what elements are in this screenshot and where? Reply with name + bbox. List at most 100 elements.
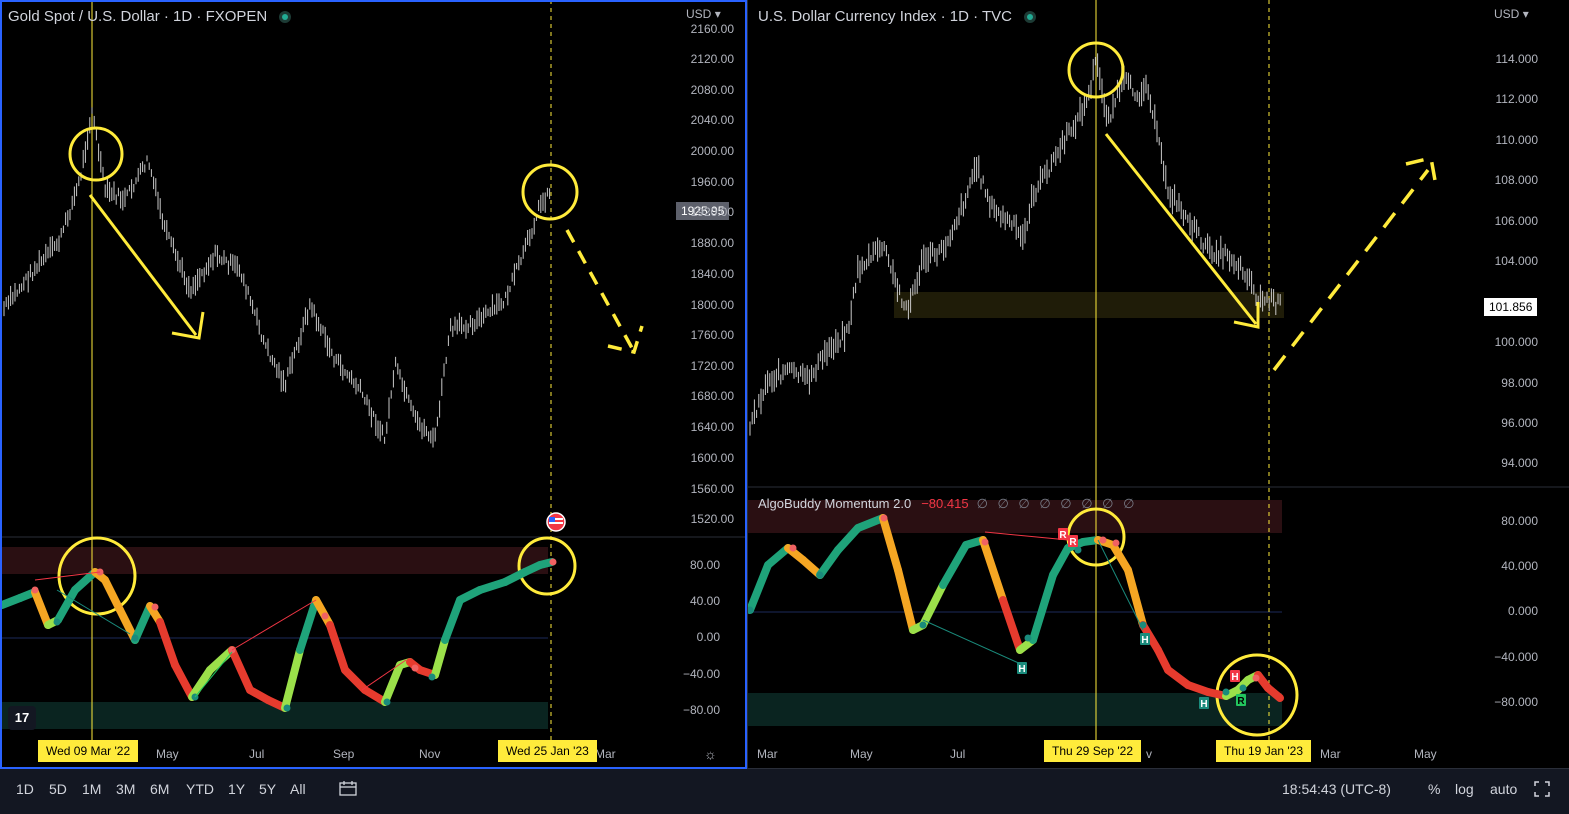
- currency-label: USD: [686, 7, 712, 21]
- price-tick-label: 100.000: [1494, 335, 1538, 349]
- timeframe-button[interactable]: YTD: [186, 781, 214, 797]
- signal-marker: [1236, 694, 1246, 706]
- momentum-ribbon-segment: [131, 602, 154, 644]
- signal-marker: [1140, 633, 1150, 645]
- timeframe-button[interactable]: 3M: [116, 781, 136, 797]
- gold-chart-canvas[interactable]: [0, 0, 747, 768]
- price-tick-label: 1960.00: [690, 175, 734, 189]
- price-tick-label: 98.000: [1501, 376, 1538, 390]
- price-tick-label: 94.000: [1501, 456, 1538, 470]
- momentum-peak-dot: [1112, 539, 1120, 547]
- indicator-tick-label: 80.00: [689, 558, 720, 572]
- indicator-legend[interactable]: AlgoBuddy Momentum 2.0 −80.415 ∅ ∅ ∅ ∅ ∅ ∅…: [758, 496, 1137, 512]
- momentum-trough-dot: [816, 571, 824, 579]
- signal-marker-label: R: [1237, 696, 1245, 707]
- momentum-ribbon-segment: [54, 586, 79, 624]
- us-flag-event-icon[interactable]: [544, 512, 568, 532]
- time-tick-label: Mar: [595, 747, 616, 761]
- time-tick-label: May: [850, 747, 873, 761]
- momentum-ribbon-segment: [748, 561, 772, 614]
- price-tick-label: 108.000: [1494, 173, 1538, 187]
- signal-marker-label: H: [1141, 635, 1148, 646]
- settings-gear-icon[interactable]: ☼: [704, 746, 717, 762]
- divergence-line: [361, 659, 407, 691]
- gold-chart-pane[interactable]: Gold Spot / U.S. Dollar · 1D · FXOPEN US…: [0, 0, 747, 768]
- pane-separator[interactable]: [747, 0, 748, 768]
- timeframe-button[interactable]: 5Y: [259, 781, 277, 797]
- momentum-trough-dot: [428, 673, 436, 681]
- timeframe-button[interactable]: 1M: [82, 781, 102, 797]
- momentum-trough-dot: [1024, 634, 1032, 642]
- timeframe-button[interactable]: All: [290, 781, 306, 797]
- momentum-ribbon-segment: [894, 566, 917, 634]
- momentum-ribbon-segment: [206, 646, 236, 674]
- highlight-circle: [517, 536, 577, 596]
- momentum-peak-dot: [151, 603, 159, 611]
- highlight-circle: [521, 163, 579, 221]
- trend-arrow: [1104, 133, 1258, 325]
- momentum-peak-dot: [411, 664, 419, 672]
- momentum-ribbon-segment: [476, 578, 509, 594]
- momentum-trough-dot: [283, 704, 291, 712]
- symbol-title: Gold Spot / U.S. Dollar · 1D · FXOPEN: [8, 8, 268, 25]
- dxy-chart-title: U.S. Dollar Currency Index · 1D · TVC: [758, 8, 1036, 25]
- momentum-ribbon-segment: [879, 514, 902, 574]
- percent-toggle[interactable]: %: [1428, 781, 1441, 797]
- indicator-tick-label: −80.000: [1494, 695, 1538, 709]
- currency-selector[interactable]: USD ▾: [1494, 7, 1529, 21]
- momentum-ribbon-segment: [228, 646, 254, 694]
- momentum-trough-dot: [383, 698, 391, 706]
- fullscreen-icon[interactable]: [1532, 779, 1552, 799]
- momentum-ribbon-segment: [834, 524, 862, 554]
- log-toggle[interactable]: log: [1455, 781, 1474, 797]
- momentum-ribbon-segment: [312, 596, 334, 629]
- momentum-peak-dot: [31, 586, 39, 594]
- currency-label: USD: [1494, 7, 1520, 21]
- crosshair-date-label: Wed 09 Mar '22: [38, 740, 139, 762]
- overbought-zone: [0, 547, 548, 574]
- signal-marker-label: H: [1018, 664, 1025, 675]
- momentum-peak-dot: [789, 544, 797, 552]
- crosshair-date-label: Thu 19 Jan '23: [1216, 740, 1312, 762]
- price-tick-label: 106.000: [1494, 214, 1538, 228]
- timeframe-button[interactable]: 1Y: [228, 781, 246, 797]
- price-tick-label: 2160.00: [690, 22, 734, 36]
- signal-marker-label: R: [1069, 537, 1077, 548]
- trend-arrow: [88, 194, 198, 336]
- symbol-title: U.S. Dollar Currency Index · 1D · TVC: [758, 8, 1012, 25]
- momentum-ribbon-segment: [441, 596, 464, 644]
- projection-arrow: [1272, 168, 1430, 372]
- time-tick-label: Jul: [249, 747, 265, 761]
- signal-marker: [1068, 535, 1078, 547]
- clock-timezone[interactable]: 18:54:43 (UTC-8): [1282, 781, 1391, 797]
- signal-marker: [1230, 670, 1240, 682]
- momentum-trough-dot: [53, 618, 61, 626]
- time-tick-label: Mar: [757, 747, 778, 761]
- momentum-ribbon-segment: [341, 666, 369, 694]
- momentum-peak-dot: [1099, 536, 1107, 544]
- price-tick-label: 114.000: [1495, 52, 1539, 66]
- crosshair-date-label: Thu 29 Sep '22: [1044, 740, 1142, 762]
- indicator-tick-label: 40.00: [689, 594, 720, 608]
- projection-arrow: [565, 229, 634, 349]
- currency-selector[interactable]: USD ▾: [686, 7, 721, 21]
- tradingview-logo-icon[interactable]: 17: [8, 706, 36, 730]
- timeframe-button[interactable]: 6M: [150, 781, 170, 797]
- momentum-peak-dot: [1252, 674, 1260, 682]
- momentum-trough-dot: [919, 621, 927, 629]
- signal-marker-label: H: [1231, 672, 1238, 683]
- indicator-tick-label: 80.000: [1501, 514, 1538, 528]
- timeframe-button[interactable]: 5D: [49, 781, 67, 797]
- auto-toggle[interactable]: auto: [1490, 781, 1518, 797]
- momentum-ribbon-segment: [816, 546, 842, 579]
- momentum-ribbon-segment: [101, 576, 124, 614]
- price-tick-label: 1560.00: [690, 482, 734, 496]
- price-tick-label: 1840.00: [690, 267, 734, 281]
- date-range-icon[interactable]: [338, 779, 358, 799]
- market-open-icon: [279, 11, 292, 24]
- timeframe-button[interactable]: 1D: [16, 781, 34, 797]
- momentum-trough-dot: [1074, 546, 1082, 554]
- momentum-trough-dot: [748, 606, 754, 614]
